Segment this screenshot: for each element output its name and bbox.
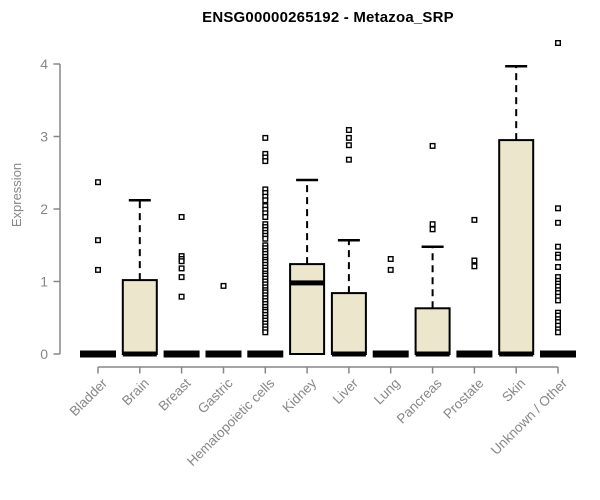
outlier-point-breast: [178, 293, 185, 300]
x-category-label-pancreas: Pancreas: [394, 375, 445, 426]
outlier-point-prostate: [471, 216, 478, 223]
outlier-point-lung: [387, 266, 394, 273]
outlier-point-bladder: [94, 237, 101, 244]
outlier-point-prostate: [471, 257, 478, 264]
outlier-point-unknown-other: [555, 40, 562, 47]
x-category-label-bladder: Bladder: [67, 375, 111, 419]
outlier-point-unknown-other: [555, 205, 562, 212]
outlier-point-hematopoietic-cells: [262, 235, 269, 242]
outlier-point-liver: [345, 126, 352, 133]
zero-bar-unknown-other: [540, 350, 576, 358]
outlier-point-liver: [345, 134, 352, 141]
median-line-skin: [499, 351, 534, 357]
box-brain: [121, 279, 158, 356]
box-skin: [498, 139, 535, 355]
box-pancreas: [414, 307, 451, 355]
box-kidney: [289, 263, 326, 356]
chart-title: ENSG00000265192 - Metazoa_SRP: [202, 9, 454, 26]
outlier-point-breast: [178, 213, 185, 220]
x-category-label-gastric: Gastric: [195, 375, 236, 416]
outlier-point-breast: [178, 258, 185, 265]
x-category-label-breast: Breast: [156, 375, 194, 413]
zero-bar-gastric: [205, 350, 242, 358]
x-category-label-skin: Skin: [499, 376, 528, 405]
outlier-point-breast: [178, 265, 185, 272]
zero-bar-prostate: [456, 350, 493, 358]
median-line-brain: [122, 351, 157, 357]
outlier-point-prostate: [471, 263, 478, 270]
outlier-point-pancreas: [429, 142, 436, 149]
x-category-label-brain: Brain: [119, 376, 152, 409]
outlier-point-lung: [387, 256, 394, 263]
y-tick-label: 3: [40, 129, 48, 145]
outlier-point-hematopoietic-cells: [262, 213, 269, 220]
outlier-point-unknown-other: [555, 243, 562, 250]
box-liver: [330, 292, 367, 356]
median-line-pancreas: [415, 351, 450, 357]
outlier-point-unknown-other: [555, 254, 562, 261]
outlier-point-breast: [178, 274, 185, 281]
x-category-label-liver: Liver: [330, 375, 362, 407]
median-line-liver: [331, 351, 366, 357]
outlier-point-pancreas: [429, 226, 436, 233]
x-category-label-prostate: Prostate: [440, 376, 486, 422]
outlier-point-unknown-other: [555, 219, 562, 226]
outlier-point-hematopoietic-cells: [262, 197, 269, 204]
outlier-point-bladder: [94, 179, 101, 186]
x-category-label-unknown-other: Unknown / Other: [488, 375, 571, 458]
y-tick-label: 4: [40, 56, 48, 72]
outlier-point-unknown-other: [555, 264, 562, 271]
zero-bar-bladder: [80, 350, 116, 358]
zero-bar-hematopoietic-cells: [247, 350, 284, 358]
x-category-label-kidney: Kidney: [279, 375, 319, 415]
outlier-point-liver: [345, 142, 352, 149]
outlier-point-hematopoietic-cells: [262, 134, 269, 141]
outlier-point-hematopoietic-cells: [262, 329, 269, 336]
median-line-kidney: [290, 280, 325, 286]
y-tick-label: 1: [40, 274, 48, 290]
y-tick-label: 2: [40, 201, 48, 217]
zero-bar-lung: [372, 350, 409, 358]
outlier-point-unknown-other: [555, 329, 562, 336]
outlier-point-gastric: [220, 282, 227, 289]
x-category-label-lung: Lung: [371, 376, 403, 408]
outlier-point-liver: [345, 156, 352, 163]
y-tick-label: 0: [40, 346, 48, 362]
outlier-point-bladder: [94, 266, 101, 273]
outlier-point-hematopoietic-cells: [262, 158, 269, 165]
outlier-point-pancreas: [429, 221, 436, 228]
outlier-point-unknown-other: [555, 297, 562, 304]
zero-bar-breast: [163, 350, 200, 358]
